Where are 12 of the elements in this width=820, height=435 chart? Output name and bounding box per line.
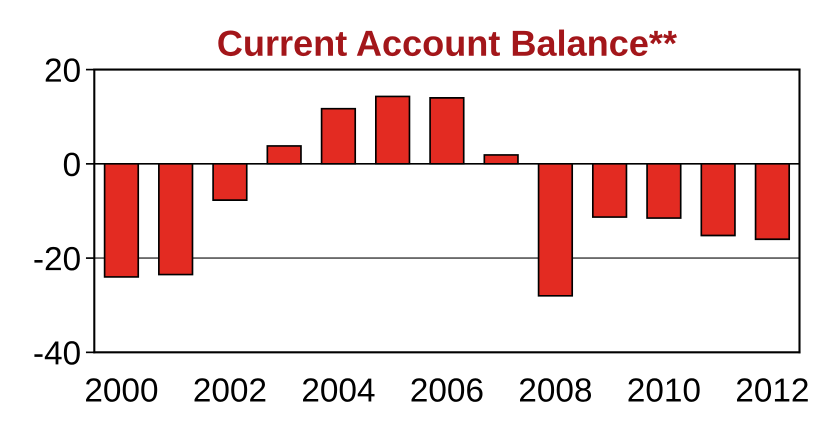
x-tick-label: 2008	[520, 378, 592, 402]
x-tick-label: 2012	[736, 378, 808, 402]
y-tick-label: 0	[64, 152, 80, 176]
x-tick-label: 2004	[303, 378, 375, 402]
x-tick-label: 2006	[412, 378, 483, 402]
y-tick-label: -20	[34, 246, 80, 271]
x-tick-label: 2000	[86, 378, 158, 402]
x-tick-label: 2010	[628, 378, 700, 402]
chart-title: Current Account Balance**	[218, 30, 677, 56]
y-tick-label: -40	[34, 341, 80, 365]
x-tick-label: 2002	[194, 378, 266, 402]
y-tick-label: 20	[46, 58, 80, 82]
